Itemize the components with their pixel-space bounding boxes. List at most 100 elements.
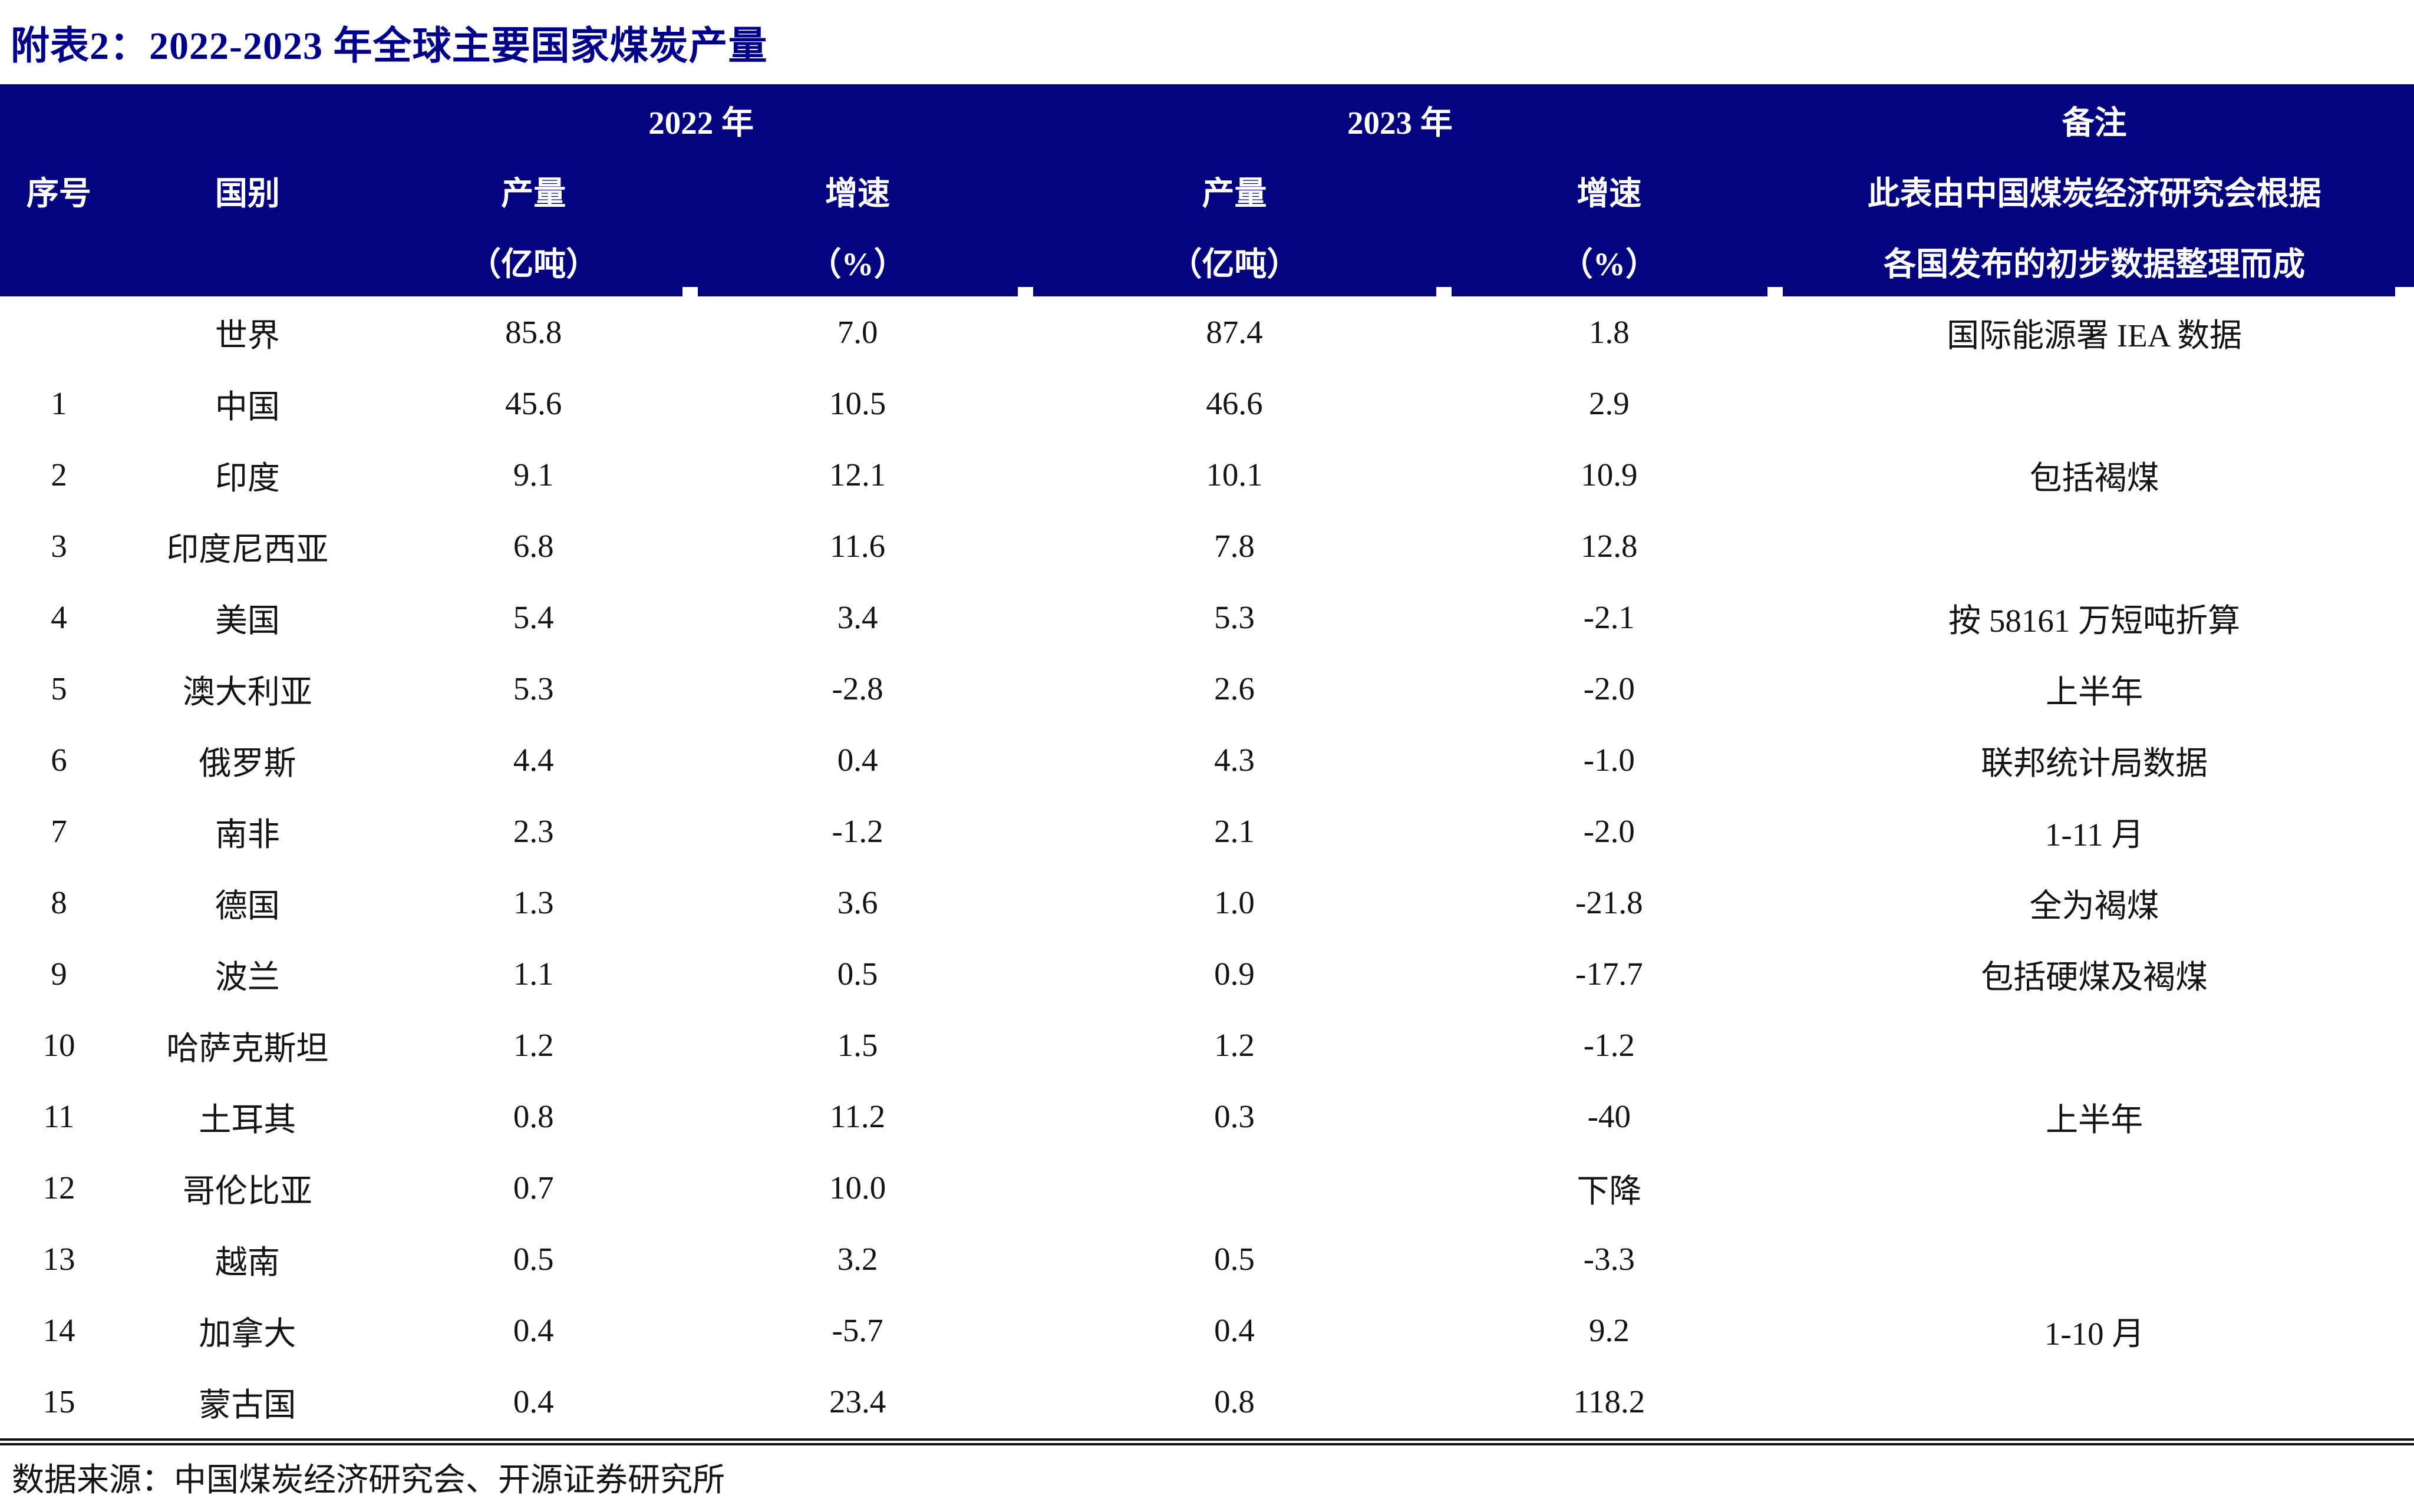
cell-growth-2022: 7.0 [837,314,878,350]
cell-remark [1775,510,2414,582]
cell-output-2022: 0.4 [513,1312,554,1348]
cell-country: 世界 [215,317,280,354]
source-bar: 数据来源：中国煤炭经济研究会、开源证券研究所 [0,1445,2414,1507]
header-country: 国别 [215,176,280,212]
table-row: 13 越南 0.5 3.2 0.5 -3.3 [0,1223,2414,1295]
cell-growth-2023: -1.0 [1583,742,1635,778]
header-unit-output-2023: （亿吨） [1169,246,1300,282]
cell-index: 4 [51,599,67,635]
page-title: 附表2：2022-2023 年全球主要国家煤炭产量 [11,24,768,68]
cell-growth-2023: -40 [1587,1098,1631,1134]
cell-country: 南非 [215,816,280,853]
cell-growth-2023: -2.0 [1583,671,1635,707]
cell-output-2022: 85.8 [505,314,562,350]
header-growth-2022: 增速 [825,176,891,212]
header-unit-growth-2023: （%） [1560,246,1658,282]
cell-growth-2022: 11.2 [829,1098,886,1134]
cell-output-2022: 45.6 [505,385,562,421]
cell-growth-2022: 0.4 [837,742,878,778]
cell-output-2023: 1.0 [1214,884,1255,920]
cell-output-2023: 0.4 [1214,1312,1255,1348]
header-remark-line2: 各国发布的初步数据整理而成 [1884,246,2306,282]
table-bottom-rule [0,1438,2414,1445]
cell-country: 中国 [215,388,280,425]
table-row: 3 印度尼西亚 6.8 11.6 7.8 12.8 [0,510,2414,582]
cell-output-2023: 1.2 [1214,1027,1255,1063]
cell-remark: 包括褐煤 [2029,460,2159,496]
table-row: 14 加拿大 0.4 -5.7 0.4 9.2 1-10 月 [0,1295,2414,1366]
cell-remark: 1-11 月 [2044,816,2144,853]
cell-index: 3 [51,528,67,564]
table-row: 15 蒙古国 0.4 23.4 0.8 118.2 [0,1366,2414,1437]
table-row: 4 美国 5.4 3.4 5.3 -2.1 按 58161 万短吨折算 [0,582,2414,653]
cell-output-2023: 0.9 [1214,956,1255,992]
cell-output-2022: 6.8 [513,528,554,564]
cell-index: 7 [51,813,67,849]
cell-output-2022: 5.4 [513,599,554,635]
cell-output-2023: 2.1 [1214,813,1255,849]
cell-index [0,296,118,368]
table-body: 世界 85.8 7.0 87.4 1.8 国际能源署 IEA 数据 1 中国 45.6 10.5 4… [0,296,2414,1437]
cell-growth-2022: 12.1 [829,457,886,493]
cell-country: 哥伦比亚 [182,1173,312,1209]
cell-country: 澳大利亚 [182,674,312,710]
cell-output-2023 [1025,1152,1444,1223]
cell-remark: 上半年 [2046,1101,2143,1138]
cell-output-2023: 0.3 [1214,1098,1255,1134]
cell-remark: 上半年 [2046,674,2143,710]
cell-remark: 包括硬煤及褐煤 [1981,959,2208,995]
cell-output-2023: 87.4 [1206,314,1263,350]
cell-growth-2023: -17.7 [1575,956,1643,992]
cell-growth-2023: -2.0 [1583,813,1635,849]
cell-remark [1775,1366,2414,1437]
cell-output-2022: 1.2 [513,1027,554,1063]
cell-growth-2022: 3.4 [837,599,878,635]
header-unit-output-2022: （亿吨） [469,246,599,282]
table-row: 12 哥伦比亚 0.7 10.0 下降 [0,1152,2414,1223]
cell-growth-2022: 11.6 [829,528,886,564]
table-row: 7 南非 2.3 -1.2 2.1 -2.0 1-11 月 [0,795,2414,867]
cell-growth-2023: -1.2 [1583,1027,1635,1063]
cell-index: 6 [51,742,67,778]
cell-country: 加拿大 [199,1315,296,1352]
cell-index: 14 [42,1312,75,1348]
header-index: 序号 [26,176,91,212]
cell-output-2023: 2.6 [1214,671,1255,707]
cell-growth-2023: 118.2 [1573,1384,1645,1419]
table-row: 9 波兰 1.1 0.5 0.9 -17.7 包括硬煤及褐煤 [0,938,2414,1009]
cell-growth-2022: 3.2 [837,1241,878,1277]
cell-remark: 联邦统计局数据 [1981,745,2208,781]
cell-growth-2022: -2.8 [832,671,883,707]
data-source-note: 数据来源：中国煤炭经济研究会、开源证券研究所 [12,1461,725,1498]
cell-country: 土耳其 [199,1101,296,1138]
table-row: 5 澳大利亚 5.3 -2.8 2.6 -2.0 上半年 [0,653,2414,724]
cell-growth-2023: 2.9 [1588,385,1630,421]
cell-index: 8 [51,884,67,920]
header-unit-growth-2022: （%） [809,246,906,282]
cell-growth-2022: 10.5 [829,385,886,421]
cell-growth-2023: -2.1 [1583,599,1635,635]
cell-growth-2022: -5.7 [832,1312,883,1348]
table-row: 1 中国 45.6 10.5 46.6 2.9 [0,368,2414,439]
cell-index: 1 [51,385,67,421]
cell-growth-2022: -1.2 [832,813,883,849]
cell-output-2023: 0.8 [1214,1384,1255,1419]
cell-output-2023: 5.3 [1214,599,1255,635]
cell-country: 印度尼西亚 [166,531,329,567]
cell-growth-2022: 23.4 [829,1384,886,1419]
cell-remark: 全为褐煤 [2029,887,2159,924]
cell-growth-2023: 10.9 [1581,457,1638,493]
column-tick [1436,287,1452,296]
cell-country: 德国 [215,887,280,924]
cell-remark: 国际能源署 IEA 数据 [1947,317,2242,354]
cell-growth-2023: -21.8 [1575,884,1643,920]
cell-index: 15 [42,1384,75,1419]
column-tick [1767,287,1783,296]
cell-country: 俄罗斯 [199,745,296,781]
cell-output-2023: 7.8 [1214,528,1255,564]
header-year-2023: 2023 年 [1347,105,1453,141]
cell-country: 越南 [215,1244,280,1280]
cell-growth-2023: 1.8 [1588,314,1630,350]
table-header: 序号 国别 2022 年 2023 年 备注 产量 增速 产量 增速 此表由中国… [0,84,2414,296]
table-row: 8 德国 1.3 3.6 1.0 -21.8 全为褐煤 [0,867,2414,938]
